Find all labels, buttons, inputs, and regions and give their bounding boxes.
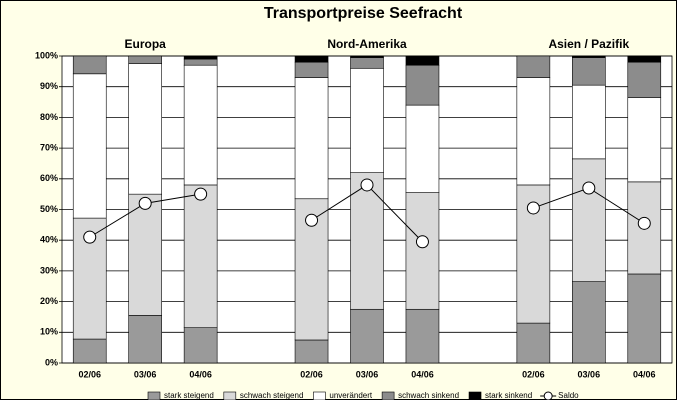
bar-segment (350, 67, 384, 173)
bar-segment (350, 57, 384, 69)
bar-segment (350, 308, 384, 364)
legend-label: schwach sinkend (398, 391, 459, 400)
x-tick-label: 02/06 (300, 369, 323, 379)
legend-swatch (313, 391, 326, 400)
bar-segment (72, 73, 107, 219)
bar-segment (627, 61, 662, 98)
legend-swatch (147, 391, 161, 400)
legend-label: unverändert (329, 391, 372, 400)
bar-segment (516, 322, 551, 364)
bar-segment (572, 55, 606, 58)
legend-label: schwach steigend (240, 391, 304, 400)
y-tick-label: 10% (40, 327, 58, 337)
x-tick-label: 04/06 (633, 369, 656, 379)
legend-marker (543, 391, 553, 400)
x-tick-label: 02/06 (78, 369, 101, 379)
y-tick-label: 60% (40, 173, 58, 183)
x-tick-label: 04/06 (189, 369, 212, 379)
bar-segment (572, 281, 606, 364)
x-tick-label: 03/06 (356, 369, 379, 379)
bar-segment (405, 192, 440, 310)
legend-label: Saldo (558, 391, 579, 400)
bar-segment (294, 61, 329, 78)
bar-segment (128, 55, 162, 64)
bar-segment (350, 55, 384, 58)
y-tick-label: 80% (40, 112, 58, 122)
bar-segment (405, 55, 440, 66)
y-tick-label: 90% (40, 81, 58, 91)
line-marker (138, 196, 152, 210)
legend-swatch (468, 391, 482, 400)
legend-swatch (223, 391, 237, 400)
group-label: Nord-Amerika (327, 37, 407, 51)
x-tick-label: 03/06 (134, 369, 157, 379)
bar-segment (128, 63, 162, 195)
bar-segment (183, 184, 218, 328)
bar-segment (405, 64, 440, 106)
line-marker (637, 216, 651, 230)
legend-label: stark steigend (164, 391, 214, 400)
bar-segment (572, 57, 606, 86)
line-marker (83, 230, 97, 244)
bar-segment (294, 77, 329, 200)
bar-segment (627, 55, 662, 63)
bar-segment (516, 55, 551, 78)
x-tick-label: 04/06 (411, 369, 434, 379)
bar-segment (350, 172, 384, 310)
bar-segment (183, 327, 218, 364)
line-marker (360, 178, 374, 192)
group-label: Asien / Pazifik (548, 37, 629, 51)
y-tick-label: 20% (40, 296, 58, 306)
y-tick-label: 40% (40, 235, 58, 245)
y-tick-label: 50% (40, 204, 58, 214)
bar-segment (183, 55, 218, 60)
line-marker (582, 181, 596, 195)
y-tick-label: 30% (40, 265, 58, 275)
bar-segment (572, 158, 606, 282)
y-tick-label: 70% (40, 142, 58, 152)
line-marker (526, 201, 540, 215)
legend-label: stark sinkend (485, 391, 532, 400)
line-marker (415, 235, 429, 249)
group-label: Europa (125, 37, 167, 51)
bar-segment (183, 58, 218, 66)
y-tick-label: 100% (35, 50, 58, 60)
bar-segment (516, 77, 551, 186)
bar-segment (183, 64, 218, 186)
bar-segment (572, 84, 606, 160)
bar-segment (405, 308, 440, 364)
legend-swatch (381, 391, 395, 400)
bar-segment (72, 55, 107, 75)
line-marker (305, 213, 319, 227)
bar-segment (405, 104, 440, 193)
y-tick-label: 0% (45, 357, 58, 367)
bar-segment (294, 339, 329, 364)
line-marker (194, 187, 208, 201)
bar-segment (128, 315, 162, 364)
chart-title: Transportpreise Seefracht (264, 5, 463, 22)
x-tick-label: 03/06 (578, 369, 601, 379)
bar-segment (294, 55, 329, 63)
x-tick-label: 02/06 (522, 369, 545, 379)
bar-segment (627, 273, 662, 364)
bar-segment (128, 193, 162, 316)
bar-segment (72, 338, 107, 364)
bar-segment (627, 97, 662, 183)
